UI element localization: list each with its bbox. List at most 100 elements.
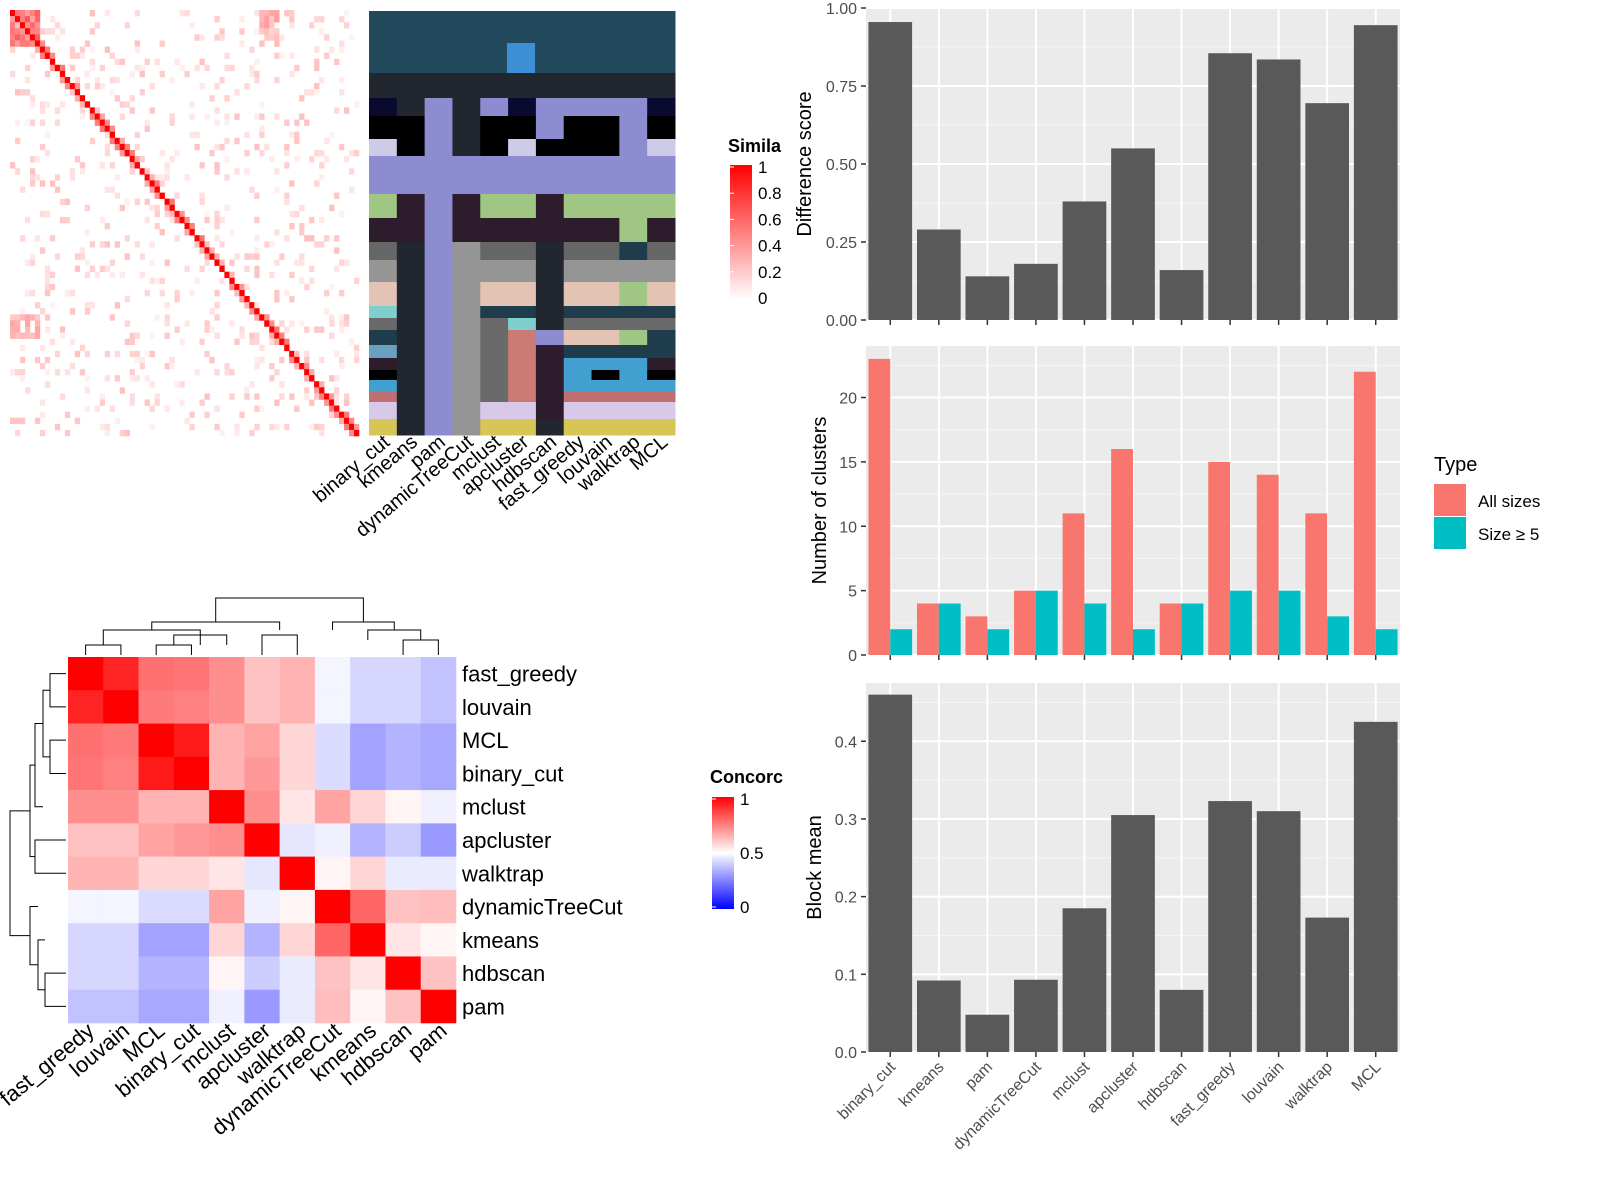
- similarity-cell: [244, 296, 250, 303]
- similarity-cell: [324, 235, 330, 242]
- similarity-cell: [44, 289, 51, 297]
- assignment-cell: [535, 139, 565, 157]
- assignment-cell: [396, 45, 426, 74]
- assignment-cell: [591, 380, 620, 393]
- similarity-cell: [199, 399, 205, 406]
- similarity-cell: [109, 89, 115, 96]
- similarity-cell: [284, 149, 290, 157]
- similarity-cell: [10, 320, 16, 327]
- similarity-cell: [179, 210, 185, 218]
- similarity-cell: [74, 95, 81, 102]
- similarity-cell: [10, 369, 16, 376]
- similarity-cell: [209, 247, 215, 254]
- similarity-cell: [349, 429, 355, 437]
- similarity-cell: [34, 320, 41, 327]
- similarity-cell: [299, 204, 305, 212]
- similarity-cell: [254, 265, 260, 272]
- concordance-cell: [385, 889, 422, 924]
- similarity-cell: [319, 16, 325, 23]
- y-tick-label: 0.75: [826, 79, 857, 96]
- similarity-cell: [279, 253, 285, 260]
- similarity-cell: [10, 314, 16, 321]
- similarity-cell: [254, 253, 260, 260]
- assignment-cell: [535, 380, 565, 393]
- similarity-cell: [164, 302, 170, 309]
- assignment-cell: [396, 318, 426, 331]
- assignment-cell: [396, 380, 426, 393]
- similarity-cell: [19, 186, 26, 193]
- similarity-cell: [84, 40, 91, 47]
- similarity-cell: [334, 350, 340, 358]
- similarity-cell: [244, 149, 250, 157]
- similarity-cell: [49, 58, 56, 66]
- similarity-cell: [164, 314, 170, 321]
- similarity-cell: [49, 28, 56, 35]
- assignment-cell: [591, 318, 620, 331]
- similarity-cell: [169, 119, 175, 126]
- assignment-cell: [563, 380, 593, 393]
- similarity-cell: [84, 375, 91, 382]
- assignment-cell: [396, 194, 426, 219]
- similarity-cell: [194, 235, 200, 242]
- assignment-cell: [424, 11, 453, 46]
- similarity-cell: [224, 113, 230, 120]
- similarity-cell: [129, 107, 135, 114]
- similarity-cell: [254, 113, 260, 120]
- similarity-cell: [284, 10, 290, 17]
- similarity-cell: [109, 52, 115, 59]
- similarity-cell: [354, 344, 360, 352]
- similarity-cell: [64, 216, 71, 224]
- similarity-cell: [284, 162, 290, 169]
- y-tick-label: 0: [848, 648, 857, 665]
- concordance-cell: [350, 856, 386, 891]
- similarity-cell: [24, 332, 31, 339]
- similarity-cell: [214, 223, 220, 230]
- similarity-cell: [134, 40, 140, 47]
- similarity-cell: [259, 101, 265, 108]
- similarity-cell: [14, 429, 21, 437]
- similarity-cell: [339, 289, 345, 297]
- similarity-cell: [94, 113, 101, 120]
- similarity-cell: [354, 356, 360, 364]
- similarity-cell: [84, 387, 91, 394]
- concordance-left-dendrogram-branch: [37, 939, 45, 991]
- similarity-cell: [204, 113, 210, 120]
- similarity-cell: [234, 137, 240, 145]
- assignment-cell: [619, 139, 648, 157]
- concordance-cell: [173, 723, 210, 758]
- concordance-cell: [279, 690, 316, 724]
- assignment-cell: [452, 370, 481, 381]
- similarity-cell: [199, 34, 205, 41]
- similarity-cell: [204, 393, 210, 400]
- similarity-cell: [279, 52, 285, 59]
- similarity-cell: [124, 143, 130, 151]
- similarity-cell: [14, 314, 21, 321]
- similarity-cell: [14, 10, 21, 17]
- similarity-cell: [44, 131, 51, 139]
- bar-MCL: [1353, 25, 1398, 320]
- similarity-cell: [274, 10, 280, 17]
- assignment-cell: [647, 98, 676, 117]
- assignment-cell: [591, 218, 620, 243]
- similarity-cell: [284, 326, 290, 333]
- similarity-cell: [339, 362, 345, 370]
- similarity-cell: [324, 156, 330, 163]
- assignment-cell: [424, 358, 453, 371]
- assignment-cell: [535, 73, 565, 99]
- similarity-cell: [124, 149, 130, 157]
- similarity-cell: [164, 174, 170, 181]
- similarity-cell: [29, 119, 36, 126]
- similarity-cell: [324, 137, 330, 145]
- similarity-cell: [74, 52, 81, 59]
- concordance-row-label-hdbscan: hdbscan: [462, 961, 545, 986]
- similarity-cell: [144, 399, 150, 406]
- concordance-cell: [173, 889, 210, 924]
- similarity-cell: [14, 137, 21, 145]
- similarity-cell: [104, 149, 111, 157]
- similarity-cell: [39, 143, 46, 151]
- concordance-cell: [350, 923, 386, 957]
- similarity-cell: [294, 350, 300, 358]
- similarity-cell: [294, 405, 300, 412]
- concordance-cell: [420, 690, 457, 724]
- similarity-cell: [339, 417, 345, 425]
